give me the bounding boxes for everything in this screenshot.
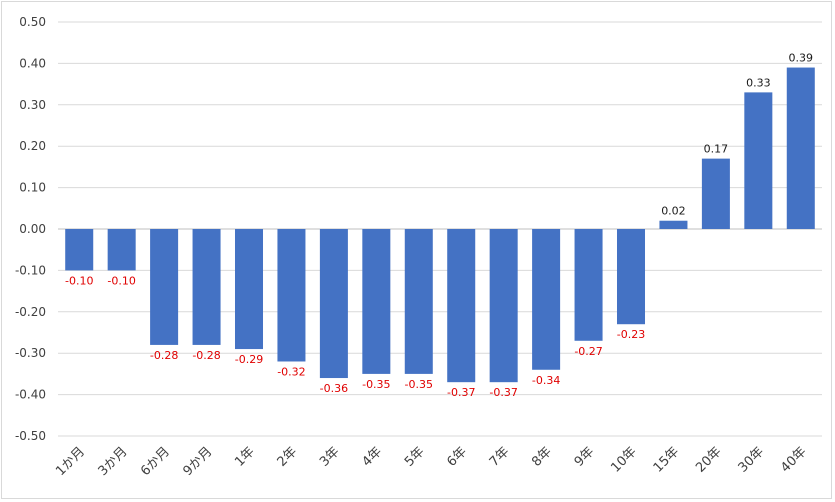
data-labels: -0.10 -0.10 -0.28 -0.28 -0.29 -0.32 -0.36 -0.35… bbox=[65, 52, 813, 400]
data-label: -0.34 bbox=[532, 374, 560, 387]
data-label: -0.10 bbox=[107, 274, 135, 287]
y-tick-label: 0.10 bbox=[19, 181, 46, 195]
data-label: -0.32 bbox=[277, 365, 305, 378]
data-label: -0.36 bbox=[320, 382, 348, 395]
bar bbox=[150, 229, 179, 345]
data-label: -0.10 bbox=[65, 274, 93, 287]
data-label: -0.28 bbox=[192, 349, 220, 362]
y-tick-label: 0.50 bbox=[19, 15, 46, 29]
y-tick-label: 0.20 bbox=[19, 139, 46, 153]
x-tick-label: 7年 bbox=[487, 444, 513, 470]
data-label: 0.02 bbox=[661, 205, 686, 218]
bar bbox=[701, 158, 730, 229]
bar bbox=[574, 229, 603, 341]
x-tick-label: 1か月 bbox=[53, 444, 88, 479]
bar bbox=[489, 229, 518, 383]
bar bbox=[192, 229, 221, 345]
x-tick-label: 4年 bbox=[360, 444, 386, 470]
bars bbox=[65, 67, 815, 383]
data-label: -0.35 bbox=[362, 378, 390, 391]
data-label: -0.27 bbox=[574, 345, 602, 358]
data-label: 0.17 bbox=[704, 143, 729, 156]
bar bbox=[362, 229, 391, 374]
y-tick-label: -0.10 bbox=[15, 263, 46, 277]
data-label: -0.37 bbox=[447, 386, 475, 399]
bar bbox=[786, 67, 815, 229]
bar bbox=[277, 229, 306, 362]
bar bbox=[447, 229, 476, 383]
y-axis-ticks: 0.50 0.40 0.30 0.20 0.10 0.00 -0.10 -0.20 -0.30 -… bbox=[15, 15, 46, 443]
x-tick-label: 20年 bbox=[693, 444, 724, 475]
x-tick-label: 9年 bbox=[572, 444, 598, 470]
data-label: -0.23 bbox=[617, 328, 645, 341]
x-axis-ticks: 1か月 3か月 6か月 9か月 1年 2年 3年 4年 5年 6年 7年 8年 9年 10年 15年 20年 3… bbox=[53, 444, 809, 479]
y-tick-label: -0.50 bbox=[15, 429, 46, 443]
bar bbox=[319, 229, 348, 379]
y-tick-label: 0.00 bbox=[19, 222, 46, 236]
x-tick-label: 15年 bbox=[651, 444, 682, 475]
x-tick-label: 9か月 bbox=[181, 444, 216, 479]
data-label: 0.33 bbox=[746, 76, 771, 89]
x-tick-label: 8年 bbox=[529, 444, 555, 470]
x-tick-label: 6か月 bbox=[138, 444, 173, 479]
y-tick-label: -0.20 bbox=[15, 305, 46, 319]
bar bbox=[234, 229, 264, 350]
data-label: -0.28 bbox=[150, 349, 178, 362]
bar bbox=[107, 229, 136, 271]
data-label: -0.37 bbox=[489, 386, 517, 399]
x-tick-label: 3年 bbox=[317, 444, 343, 470]
bar bbox=[744, 92, 773, 229]
y-tick-label: 0.40 bbox=[19, 56, 46, 70]
y-tick-label: -0.30 bbox=[15, 346, 46, 360]
y-tick-label: -0.40 bbox=[15, 388, 46, 402]
x-tick-label: 3か月 bbox=[96, 444, 131, 479]
data-label: -0.35 bbox=[405, 378, 433, 391]
data-label: -0.29 bbox=[235, 353, 263, 366]
bar bbox=[65, 229, 94, 271]
bar bbox=[659, 220, 688, 229]
x-tick-label: 5年 bbox=[402, 444, 428, 470]
bar bbox=[532, 229, 561, 370]
bar bbox=[616, 229, 646, 325]
x-tick-label: 40年 bbox=[778, 444, 809, 475]
x-tick-label: 1年 bbox=[232, 444, 258, 470]
data-label: 0.39 bbox=[789, 52, 814, 65]
x-tick-label: 6年 bbox=[444, 444, 470, 470]
x-tick-label: 30年 bbox=[736, 444, 767, 475]
x-tick-label: 2年 bbox=[275, 444, 301, 470]
x-tick-label: 10年 bbox=[608, 444, 639, 475]
y-tick-label: 0.30 bbox=[19, 98, 46, 112]
bar bbox=[404, 229, 433, 374]
gridlines bbox=[58, 21, 822, 437]
